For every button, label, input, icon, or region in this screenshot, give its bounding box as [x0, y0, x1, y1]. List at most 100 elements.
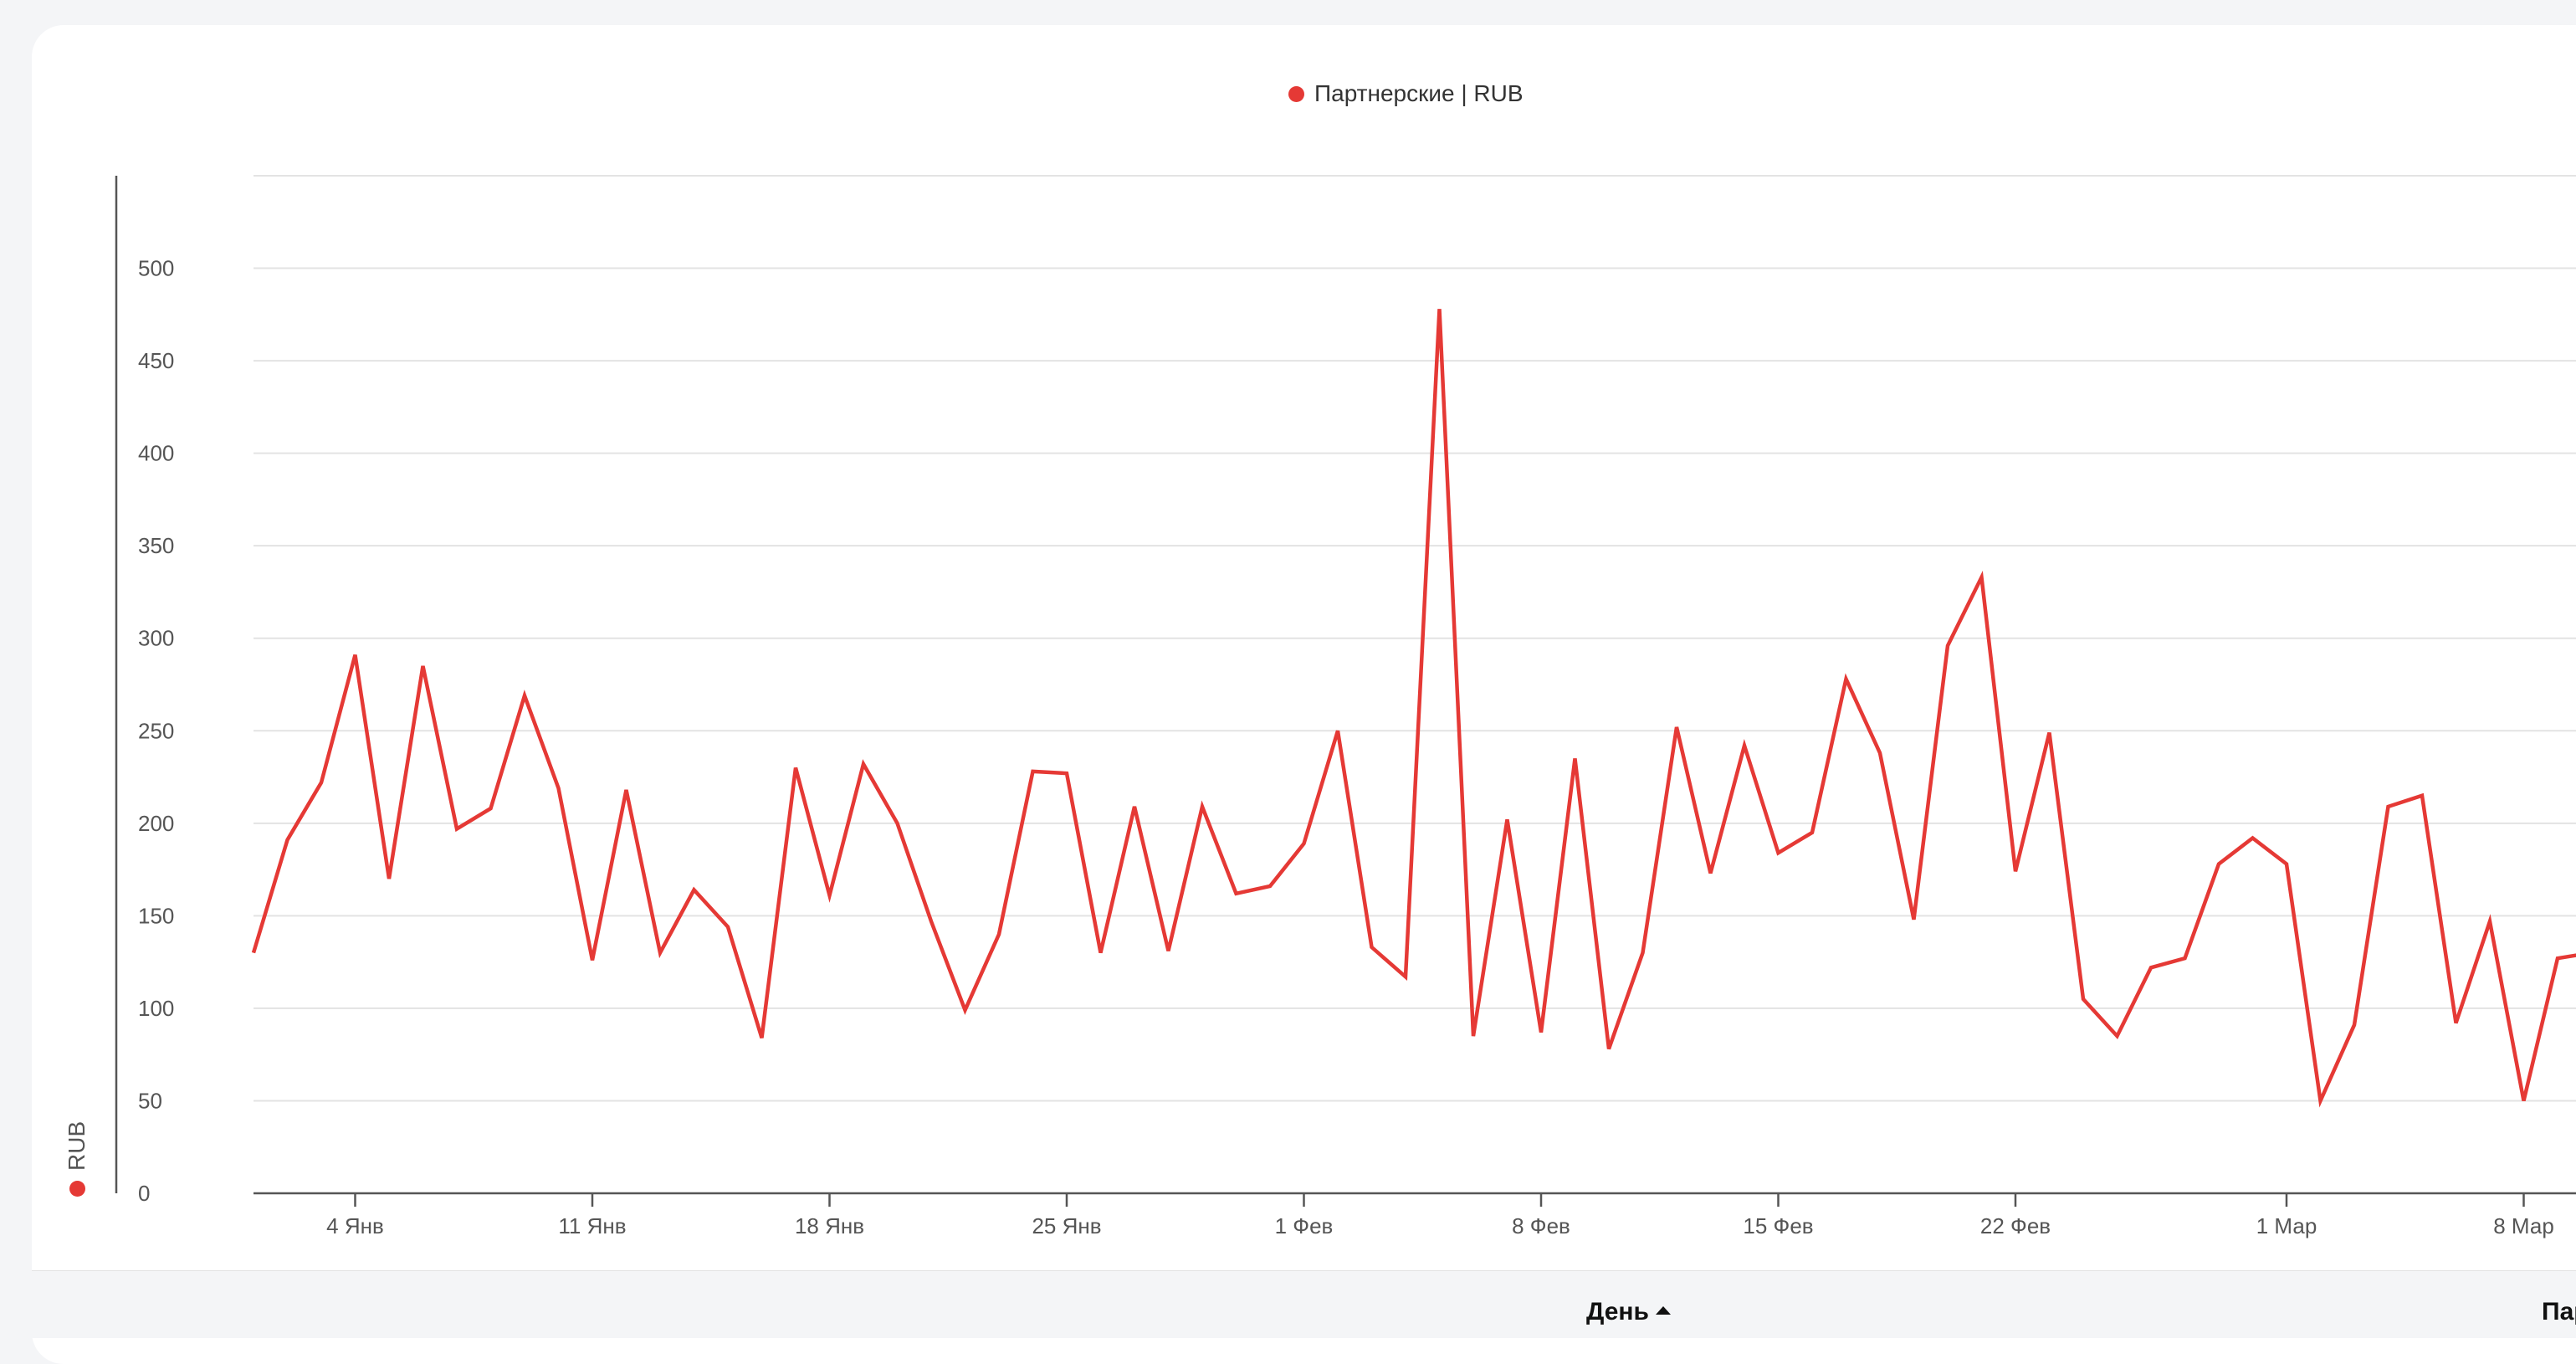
data-point — [1573, 756, 1578, 761]
data-point — [2454, 1021, 2459, 1026]
y-axis-title: RUB — [64, 1121, 90, 1197]
y-tick-label: 50 — [138, 1088, 162, 1113]
y-tick-label: 350 — [138, 533, 174, 558]
data-point — [1945, 644, 1950, 649]
table-header: День Пар — [32, 1270, 2576, 1338]
data-point — [2522, 1098, 2527, 1103]
data-point — [1810, 830, 1815, 835]
data-point — [2352, 1023, 2357, 1028]
chart-legend[interactable]: Партнерские | RUB — [1288, 80, 1524, 107]
data-point — [1031, 769, 1036, 774]
data-point — [929, 919, 934, 924]
line-chart: 0 50 100 150 200 250 300 350 400 450 500 4 Янв 11 Я… — [115, 175, 2576, 1238]
x-tick-labels: 4 Янв 11 Янв 18 Янв 25 Янв 1 Фев 8 Фев 15 Фев 2… — [326, 1213, 2554, 1238]
data-point — [1132, 804, 1137, 809]
data-point — [556, 786, 561, 791]
data-point — [1302, 841, 1307, 846]
data-point — [2251, 836, 2256, 841]
data-point — [1844, 676, 1849, 681]
data-point — [1674, 725, 1679, 730]
data-point — [1166, 948, 1171, 953]
y-tick-label: 300 — [138, 626, 174, 651]
data-point — [1505, 817, 1510, 822]
legend-series-label: Партнерские | RUB — [1314, 80, 1524, 106]
data-point — [1437, 306, 1442, 311]
y-tick-label: 100 — [138, 996, 174, 1021]
data-point — [1234, 891, 1239, 896]
series-line — [251, 309, 2576, 1108]
data-point — [454, 826, 459, 831]
data-point — [1641, 951, 1646, 956]
data-point — [692, 887, 697, 892]
data-point — [2555, 956, 2560, 961]
data-point — [387, 876, 392, 881]
x-tick-label: 18 Янв — [795, 1213, 864, 1238]
data-point — [658, 951, 663, 956]
data-point — [996, 931, 1001, 936]
data-point — [793, 765, 798, 770]
data-point — [2148, 965, 2153, 970]
data-point — [522, 693, 527, 698]
data-point — [353, 653, 358, 658]
y-tick-labels: 0 50 100 150 200 250 300 350 400 450 500 — [138, 256, 174, 1206]
axes — [115, 176, 2576, 1207]
x-tick-label: 8 Мар — [2493, 1213, 2554, 1238]
data-point — [1370, 945, 1375, 950]
x-tick-label: 8 Фев — [1512, 1213, 1570, 1238]
data-point — [861, 761, 866, 767]
data-point — [827, 893, 832, 898]
data-point — [1099, 951, 1104, 956]
legend-marker-dot — [1288, 85, 1304, 102]
data-point — [1471, 1033, 1476, 1038]
data-point — [1742, 743, 1747, 748]
data-point — [725, 925, 730, 930]
data-point — [1776, 850, 1781, 855]
data-point — [590, 957, 595, 962]
data-point — [2183, 956, 2188, 961]
column-header-day-label: День — [1586, 1298, 1649, 1326]
x-tick-label: 11 Янв — [558, 1213, 626, 1238]
y-tick-label: 500 — [138, 256, 174, 281]
y-axis-title-text: RUB — [64, 1120, 90, 1171]
x-tick-label: 22 Фев — [1980, 1213, 2051, 1238]
y-tick-label: 450 — [138, 348, 174, 373]
y-tick-label: 150 — [138, 903, 174, 928]
data-point — [2013, 869, 2018, 874]
y-axis-series-dot — [69, 1181, 85, 1197]
x-tick-label: 1 Мар — [2256, 1213, 2317, 1238]
data-point — [2047, 730, 2052, 735]
chart-card — [32, 25, 2576, 1364]
data-point — [1979, 575, 1984, 580]
x-tick-label: 4 Янв — [326, 1213, 384, 1238]
data-point — [1064, 771, 1069, 776]
data-point — [319, 780, 324, 785]
data-point — [2081, 997, 2086, 1002]
data-point — [1606, 1047, 1611, 1052]
column-header-day[interactable]: День — [1586, 1298, 1671, 1326]
data-point — [1539, 1030, 1544, 1035]
data-point — [963, 1008, 968, 1013]
data-point — [285, 838, 290, 843]
data-point — [2216, 861, 2221, 866]
data-point — [2318, 1098, 2323, 1103]
data-point — [1877, 751, 1882, 756]
grid-lines — [254, 175, 2576, 1102]
data-point — [1708, 871, 1713, 876]
data-point — [1268, 884, 1273, 889]
column-header-partner[interactable]: Пар — [2542, 1298, 2576, 1326]
data-point — [489, 806, 494, 811]
x-tick-label: 25 Янв — [1032, 1213, 1101, 1238]
data-point — [1200, 804, 1205, 809]
data-point — [1335, 728, 1340, 733]
data-point — [2115, 1033, 2120, 1038]
data-point — [2386, 804, 2391, 809]
x-tick-label: 1 Фев — [1275, 1213, 1334, 1238]
series-layer — [251, 306, 2576, 1108]
y-tick-label: 250 — [138, 718, 174, 743]
y-tick-label: 200 — [138, 811, 174, 836]
data-point — [421, 664, 426, 669]
data-point — [895, 821, 900, 826]
data-point — [2284, 861, 2289, 866]
data-point — [624, 787, 629, 792]
data-point — [2487, 919, 2492, 924]
